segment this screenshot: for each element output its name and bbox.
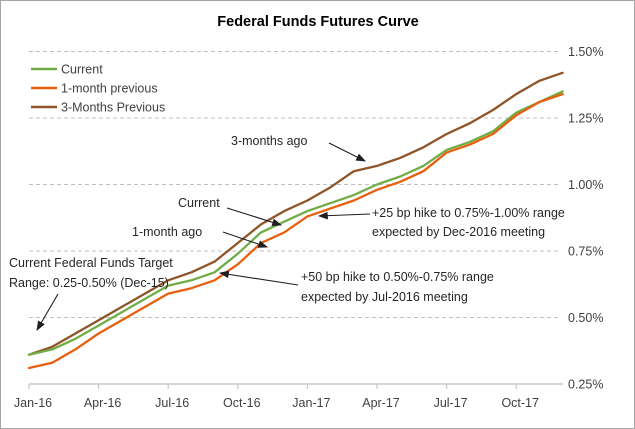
series-line-current <box>27 90 564 356</box>
y-tick-label: 0.25% <box>568 378 603 392</box>
series-line-three-months-previous <box>27 71 564 356</box>
annotation-arrow <box>226 207 283 227</box>
annotation-three-months-ago: 3-months ago <box>231 134 366 162</box>
annotation-arrow <box>222 231 269 248</box>
annotation-current: Current <box>178 196 283 227</box>
x-tick-label: Apr-17 <box>362 396 400 410</box>
annotation-hike-50: +50 bp hike to 0.50%-0.75% range expected… <box>218 270 494 304</box>
legend-label: 1-month previous <box>61 82 158 96</box>
annotation-text: Current Federal Funds Target Range: 0.25-… <box>9 256 173 290</box>
x-tick-label: Oct-16 <box>223 396 261 410</box>
annotation-arrow <box>36 293 59 331</box>
annotation-hike-25: +25 bp hike to 0.75%-1.00% range expected… <box>317 206 565 239</box>
annotation-text: Current <box>178 196 220 210</box>
x-axis-labels: Jan-16 Apr-16 Jul-16 Oct-16 Jan-17 Apr-17 Jul-… <box>14 396 539 410</box>
annotation-arrow <box>328 142 366 162</box>
chart-title: Federal Funds Futures Curve <box>217 14 418 30</box>
y-tick-label: 1.25% <box>568 112 603 126</box>
x-tick-label: Jan-17 <box>292 396 330 410</box>
y-axis-labels: 0.25% 0.50% 0.75% 1.00% 1.25% 1.50% <box>568 45 603 392</box>
annotation-text: 3-months ago <box>231 134 307 148</box>
y-tick-label: 1.50% <box>568 45 603 59</box>
y-tick-label: 0.50% <box>568 311 603 325</box>
x-tick-label: Oct-17 <box>501 396 539 410</box>
x-tick-label: Jan-16 <box>14 396 52 410</box>
annotation-text: +50 bp hike to 0.50%-0.75% range expected… <box>301 270 494 304</box>
legend-label: Current <box>61 63 103 77</box>
annotation-target-range: Current Federal Funds Target Range: 0.25-… <box>9 256 173 331</box>
annotation-arrow <box>218 270 299 286</box>
x-tick-label: Jul-16 <box>155 396 189 410</box>
annotation-text: 1-month ago <box>132 225 202 239</box>
series-line-one-month-previous <box>27 92 564 370</box>
y-tick-label: 1.00% <box>568 178 603 192</box>
x-tick-label: Jul-17 <box>434 396 468 410</box>
legend-label: 3-Months Previous <box>61 101 165 115</box>
annotations: Current Federal Funds Target Range: 0.25-… <box>9 134 565 331</box>
annotation-text: +25 bp hike to 0.75%-1.00% range expected… <box>372 206 565 239</box>
x-tick-label: Apr-16 <box>84 396 122 410</box>
annotation-arrow <box>317 211 371 220</box>
legend: Current 1-month previous 3-Months Previous <box>31 63 165 115</box>
data-series <box>27 71 564 370</box>
annotation-one-month-ago: 1-month ago <box>132 225 269 248</box>
axes <box>28 383 563 389</box>
y-tick-label: 0.75% <box>568 245 603 259</box>
